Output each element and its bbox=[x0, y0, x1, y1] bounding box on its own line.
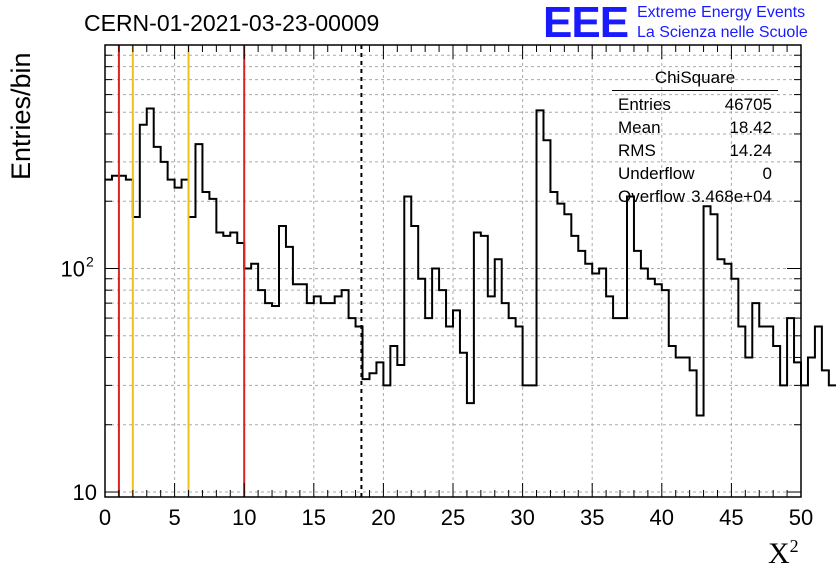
stats-value: 46705 bbox=[724, 95, 772, 114]
y-tick-label: 10 bbox=[73, 480, 97, 505]
stats-row-underflow: Underflow 0 bbox=[612, 162, 778, 185]
run-title: CERN-01-2021-03-23-00009 bbox=[84, 10, 380, 36]
x-tick-label: 0 bbox=[99, 505, 111, 530]
x-tick-label: 5 bbox=[168, 505, 180, 530]
stats-row-rms: RMS 14.24 bbox=[612, 139, 778, 162]
stats-label: Mean bbox=[618, 118, 661, 137]
stats-row-overflow: Overflow 3.468e+04 bbox=[612, 185, 778, 208]
x-tick-label: 20 bbox=[371, 505, 395, 530]
x-tick-label: 30 bbox=[510, 505, 534, 530]
x-tick-label: 40 bbox=[650, 505, 674, 530]
y-axis-label: Entries/bin bbox=[6, 52, 36, 180]
stats-value: 14.24 bbox=[729, 141, 772, 160]
stats-box: ChiSquare Entries 46705 Mean 18.42 RMS 14.2… bbox=[612, 68, 778, 208]
x-tick-label: 50 bbox=[789, 505, 813, 530]
stats-label: Overflow bbox=[618, 187, 686, 206]
stats-label: Underflow bbox=[618, 164, 695, 183]
x-tick-label: 35 bbox=[580, 505, 604, 530]
stats-value: 18.42 bbox=[729, 118, 772, 137]
logo-tagline-1: Extreme Energy Events bbox=[637, 4, 806, 21]
x-tick-label: 45 bbox=[719, 505, 743, 530]
x-tick-label: 10 bbox=[232, 505, 256, 530]
stats-row-mean: Mean 18.42 bbox=[612, 116, 778, 139]
stats-label: Entries bbox=[618, 95, 671, 114]
x-tick-label: 15 bbox=[302, 505, 326, 530]
histogram-line bbox=[105, 107, 836, 417]
y-tick-label: 10 bbox=[61, 257, 85, 282]
x-axis-label-exponent: 2 bbox=[789, 536, 799, 556]
logo-tagline-2: La Scienza nelle Scuole bbox=[637, 24, 808, 41]
eee-logo: EEE bbox=[543, 0, 629, 47]
stats-value: 3.468e+04 bbox=[691, 187, 772, 206]
stats-label: RMS bbox=[618, 141, 656, 160]
x-tick-label: 25 bbox=[441, 505, 465, 530]
x-axis-label-base: X bbox=[768, 537, 790, 570]
stats-value: 0 bbox=[762, 164, 772, 183]
y-tick-exponent: 2 bbox=[86, 254, 94, 270]
stats-row-entries: Entries 46705 bbox=[612, 93, 778, 116]
x-axis-label: X2 bbox=[768, 536, 799, 571]
stats-title: ChiSquare bbox=[612, 68, 778, 91]
